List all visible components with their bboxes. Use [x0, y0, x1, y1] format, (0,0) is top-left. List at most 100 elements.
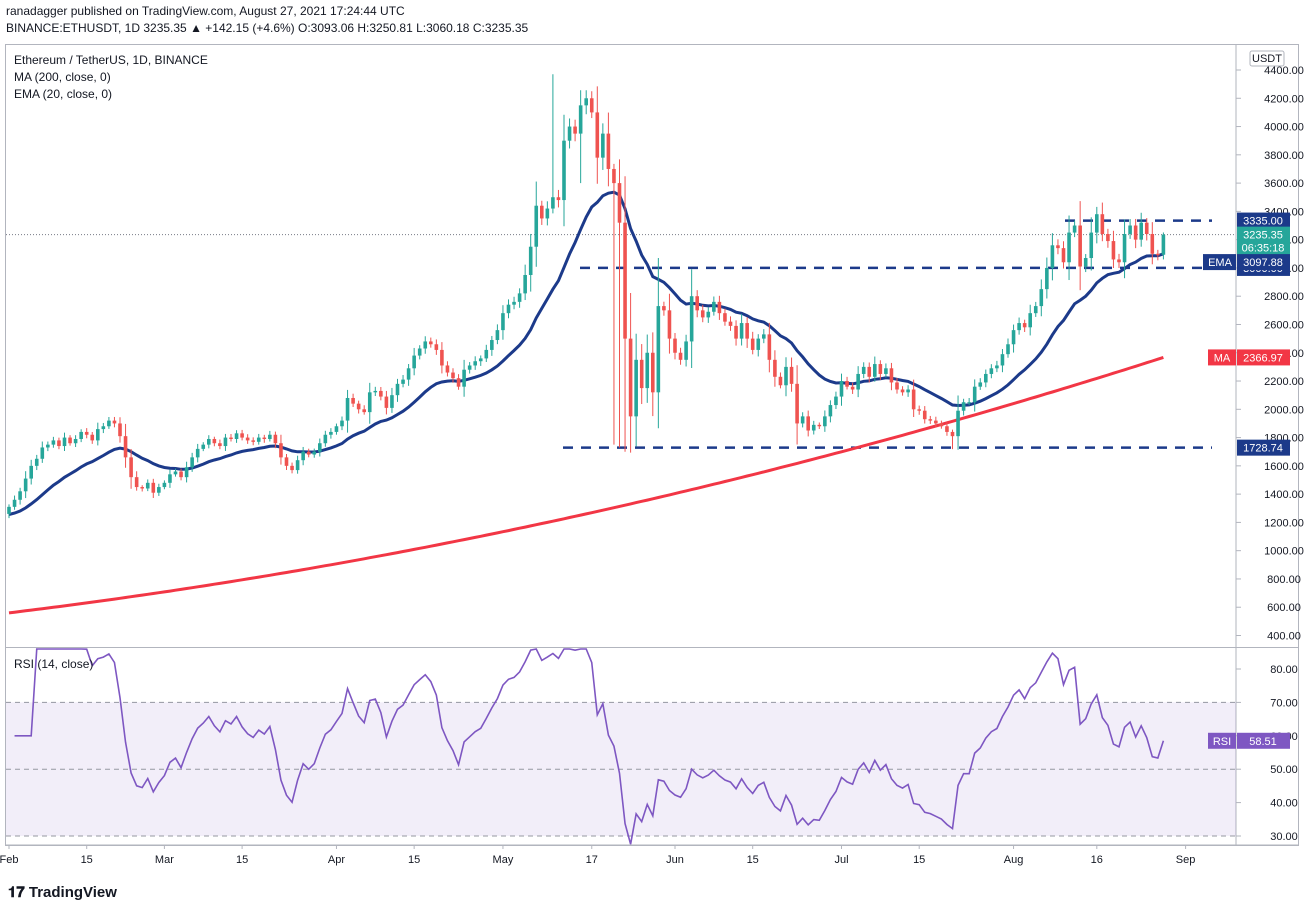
candle-body: [107, 420, 111, 427]
candle-body: [612, 168, 616, 184]
candle-body: [562, 140, 566, 201]
candle-body: [639, 359, 644, 389]
candle-body: [29, 465, 33, 479]
candle-body: [961, 402, 966, 411]
candle-body: [306, 451, 311, 455]
candle-body: [101, 426, 106, 430]
level-price-badge: [1237, 212, 1290, 229]
candle-body: [179, 471, 183, 478]
ema-20-line[interactable]: [8, 190, 1164, 516]
candle-body: [173, 471, 178, 475]
candle-body: [151, 482, 156, 493]
candle-body: [40, 447, 45, 459]
candle-body: [1150, 233, 1155, 254]
candle-body: [589, 98, 594, 113]
candle-body: [62, 437, 67, 447]
candle-body: [218, 443, 222, 447]
candle-body: [473, 361, 477, 366]
candle-body: [501, 313, 505, 331]
price-axis-tick-label: 4200.00: [1264, 93, 1304, 105]
candle-body: [839, 381, 844, 397]
candle-body: [506, 304, 511, 314]
candle-body: [212, 438, 217, 444]
candle-body: [806, 416, 810, 431]
candle-body: [329, 431, 333, 435]
candle-body: [384, 396, 389, 408]
candle-body: [201, 444, 206, 449]
time-axis-tick-label: Feb: [0, 854, 18, 866]
candle-body: [495, 330, 500, 341]
candle-body: [928, 419, 933, 421]
candle-body: [950, 431, 955, 437]
candle-body: [823, 416, 827, 427]
candle-body: [401, 379, 405, 384]
last-price-badge: [1237, 226, 1290, 257]
candle-body: [284, 457, 289, 466]
tradingview-logo: 𝟏𝟕 TradingView: [8, 884, 117, 901]
candle-body: [1156, 253, 1160, 256]
candle-body: [23, 478, 28, 492]
level-price-label: 3335.00: [1243, 216, 1283, 228]
candle-body: [290, 465, 294, 471]
candle-body: [1083, 258, 1088, 267]
candle-body: [628, 338, 633, 417]
candle-body: [1095, 214, 1099, 233]
candle-body: [46, 444, 50, 448]
rsi-line[interactable]: [14, 648, 1165, 845]
candle-body: [467, 365, 472, 370]
candle-body: [634, 359, 638, 417]
candle-body: [922, 410, 927, 420]
candle-body: [1050, 245, 1055, 268]
candle-body: [1161, 234, 1166, 255]
ma-name-label: MA: [1214, 352, 1231, 364]
candle-body: [223, 437, 228, 447]
ema-value-badge: [1237, 254, 1290, 271]
price-axis-tick-label: 800.00: [1267, 574, 1301, 586]
price-axis-tick-label: 400.00: [1267, 631, 1301, 643]
candle-body: [906, 389, 910, 393]
candle-body: [301, 451, 305, 461]
candle-body: [995, 365, 999, 369]
rsi-name-badge: [1208, 732, 1236, 749]
candle-body: [51, 440, 56, 445]
ma-200-line[interactable]: [8, 355, 1164, 615]
level-price-badge: [1237, 439, 1290, 456]
candle-body: [728, 321, 733, 326]
candle-body: [395, 383, 400, 396]
time-axis-tick-label: Jul: [834, 854, 848, 866]
candle-body: [1000, 354, 1005, 366]
candle-body: [745, 323, 749, 339]
candle-body: [739, 323, 744, 339]
rsi-value-label: 58.51: [1249, 736, 1277, 748]
candle-body: [834, 396, 838, 406]
candle-body: [79, 431, 83, 439]
candle-body: [112, 420, 117, 424]
price-axis-tick-label: 4400.00: [1264, 65, 1304, 77]
candle-body: [695, 296, 699, 311]
candle-body: [462, 369, 466, 387]
rsi-axis-tick-label: 40.00: [1270, 798, 1298, 810]
candle-body: [184, 467, 189, 478]
time-axis-tick-label: 17: [586, 854, 598, 866]
candle-body: [323, 434, 328, 444]
candle-body: [939, 423, 944, 427]
time-axis-tick-label: Sep: [1176, 854, 1196, 866]
candle-body: [234, 433, 239, 439]
price-axis-tick-label: 1000.00: [1264, 546, 1304, 558]
candle-body: [190, 457, 194, 468]
candle-body: [706, 311, 711, 318]
candle-body: [540, 205, 544, 219]
candle-body: [417, 348, 422, 356]
candle-body: [478, 358, 483, 362]
candle-body: [1039, 289, 1044, 307]
candle-body: [1106, 233, 1110, 242]
candle-body: [1089, 232, 1094, 259]
candle-body: [884, 368, 888, 374]
candle-body: [795, 383, 799, 424]
candle-body: [734, 325, 738, 339]
candle-body: [367, 392, 372, 413]
candle-body: [817, 424, 822, 427]
candle-body: [850, 386, 855, 390]
candle-body: [595, 112, 600, 158]
